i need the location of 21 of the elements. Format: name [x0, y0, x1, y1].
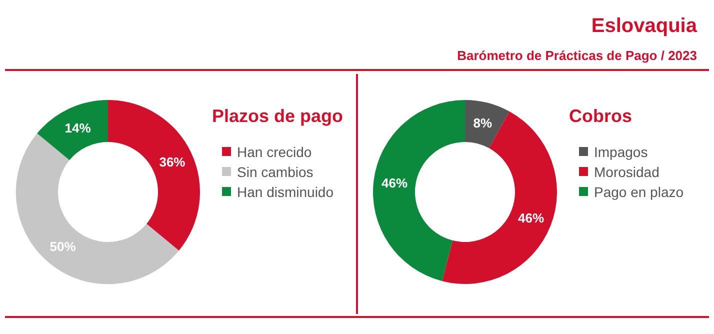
legend-label: Han crecido [237, 144, 312, 160]
legend-label: Sin cambios [237, 164, 314, 180]
legend-label: Pago en plazo [594, 184, 684, 200]
donut-slice [442, 111, 557, 284]
donut-slice [37, 100, 108, 160]
chart-title: Plazos de pago [212, 106, 344, 126]
text: Barómetro de Prácticas de Pago / 2023 [457, 48, 697, 63]
data-label: 36% [159, 154, 186, 170]
donut-slice [108, 100, 200, 251]
data-label: 46% [518, 210, 544, 226]
donut-slice [465, 100, 510, 148]
chart-title: Cobros [569, 106, 632, 126]
legend-label: Han disminuido [237, 184, 334, 200]
data-label: 50% [50, 239, 76, 254]
legend-label: Morosidad [594, 164, 660, 180]
data-label: 8% [473, 116, 492, 131]
text: Eslovaquia [591, 15, 698, 37]
data-label: 46% [382, 176, 408, 191]
donut-slice [373, 100, 465, 282]
data-label: 14% [64, 120, 92, 136]
legend-label: Impagos [594, 144, 648, 160]
